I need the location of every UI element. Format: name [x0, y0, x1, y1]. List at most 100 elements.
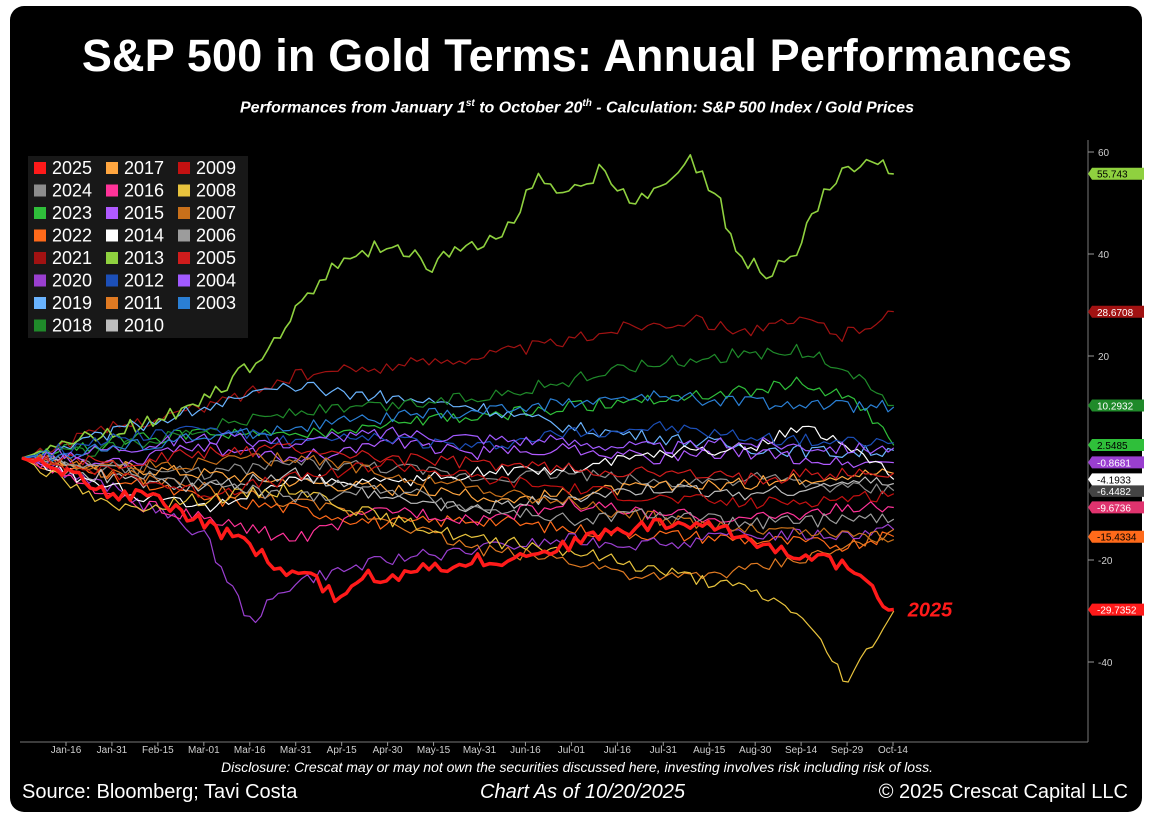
legend-swatch-2006	[178, 229, 190, 242]
legend-swatch-2005	[178, 252, 190, 264]
legend-swatch-2013	[106, 252, 118, 264]
series-line-2010	[21, 457, 894, 515]
legend-label-2019: 2019	[52, 293, 92, 313]
legend-label-2017: 2017	[124, 158, 164, 178]
series-line-2016	[21, 457, 894, 542]
series-line-2004	[21, 426, 895, 463]
legend-swatch-2004	[178, 274, 190, 287]
legend-label-2022: 2022	[52, 226, 92, 246]
end-label-box-2014	[1088, 473, 1144, 486]
x-tick-label-Apr-30: Apr-30	[373, 745, 403, 756]
x-tick-label-May-31: May-31	[463, 745, 497, 756]
x-tick-label-Oct-14: Oct-14	[878, 745, 908, 756]
x-tick-label-Jan-16: Jan-16	[51, 745, 82, 756]
series-line-2017	[21, 453, 894, 504]
y-tick-label--20: -20	[1098, 556, 1113, 567]
end-label-text-2015: -0.8681	[1097, 458, 1131, 469]
legend-swatch-2015	[106, 207, 118, 219]
y-tick-label-60: 60	[1098, 148, 1110, 159]
legend-swatch-2017	[106, 162, 118, 174]
end-label-box-2022	[1088, 530, 1144, 543]
x-tick-label-Jan-31: Jan-31	[97, 745, 128, 756]
end-label-text-2021: 28.6708	[1097, 308, 1134, 319]
legend-label-2007: 2007	[196, 203, 236, 223]
legend-swatch-2022	[34, 229, 46, 242]
end-label-text-2018: 10.2932	[1097, 402, 1134, 413]
end-label-text-2025: -29.7352	[1097, 606, 1137, 617]
end-label-box-2013	[1088, 167, 1144, 180]
series-line-2022	[21, 457, 895, 552]
series-lines	[21, 154, 895, 683]
series-line-2020	[21, 457, 895, 624]
x-tick-label-Feb-15: Feb-15	[142, 745, 174, 756]
legend-label-2008: 2008	[196, 181, 236, 201]
end-label-box-2024	[1088, 484, 1144, 497]
end-label-text-2016: -9.6736	[1097, 503, 1131, 514]
x-tick-label-Apr-15: Apr-15	[327, 745, 357, 756]
series-line-2008	[21, 457, 895, 683]
series-line-2005	[21, 442, 895, 485]
x-tick-label-Mar-16: Mar-16	[234, 745, 266, 756]
end-label-box-2016	[1088, 501, 1144, 514]
legend-background	[28, 156, 248, 338]
chart-frame	[10, 6, 1142, 812]
disclosure-text: Disclosure: Crescat may or may not own t…	[221, 759, 933, 775]
legend: 2025202420232022202120202019201820172016…	[28, 156, 248, 338]
legend-label-2024: 2024	[52, 181, 92, 201]
legend-label-2025: 2025	[52, 158, 92, 178]
legend-label-2023: 2023	[52, 203, 92, 223]
series-line-2014	[21, 425, 895, 513]
legend-swatch-2024	[34, 184, 46, 197]
legend-label-2009: 2009	[196, 158, 236, 178]
end-label-text-2013: 55.743	[1097, 170, 1128, 181]
legend-label-2003: 2003	[196, 293, 236, 313]
x-tick-label-Sep-29: Sep-29	[831, 745, 864, 756]
end-label-text-2014: -4.1933	[1097, 475, 1131, 486]
legend-label-2014: 2014	[124, 226, 164, 246]
end-label-box-2015	[1088, 456, 1144, 469]
legend-swatch-2020	[34, 274, 46, 287]
legend-swatch-2021	[34, 252, 46, 264]
subtitle-part-a: Performances from January 1	[240, 99, 466, 117]
legend-label-2015: 2015	[124, 203, 164, 223]
series-line-2024	[21, 454, 895, 495]
legend-label-2013: 2013	[124, 248, 164, 268]
legend-swatch-2008	[178, 184, 190, 197]
x-tick-label-Mar-01: Mar-01	[188, 745, 220, 756]
annotation-2025: 2025	[907, 599, 953, 621]
legend-swatch-2011	[106, 297, 118, 309]
legend-label-2021: 2021	[52, 248, 92, 268]
series-line-2018	[21, 343, 894, 459]
series-line-2009	[21, 455, 895, 509]
series-line-2006	[21, 456, 895, 530]
subtitle-part-b: to October 20	[474, 99, 583, 117]
legend-swatch-2012	[106, 274, 118, 287]
series-line-2013	[21, 154, 894, 459]
series-line-2003	[21, 390, 895, 462]
chart-title: S&P 500 in Gold Terms: Annual Performanc…	[81, 30, 1073, 81]
chart-subtitle: Performances from January 1st to October…	[0, 98, 1154, 117]
legend-label-2004: 2004	[196, 271, 236, 291]
x-tick-label-May-15: May-15	[417, 745, 451, 756]
x-tick-label-Jun-16: Jun-16	[510, 745, 541, 756]
subtitle-sup-b: th	[582, 98, 592, 109]
legend-swatch-2025	[34, 162, 46, 174]
legend-label-2018: 2018	[52, 316, 92, 336]
copyright-text: © 2025 Crescat Capital LLC	[878, 781, 1128, 803]
legend-swatch-2019	[34, 297, 46, 309]
legend-label-2005: 2005	[196, 248, 236, 268]
end-label-box-2018	[1088, 399, 1144, 412]
source-text: Source: Bloomberg; Tavi Costa	[22, 781, 298, 803]
legend-label-2020: 2020	[52, 271, 92, 291]
series-line-2011	[21, 454, 895, 581]
series-line-2025	[21, 456, 894, 612]
end-value-labels: -29.7352 -6.4482 2.5485 -15.4334 28.6708 10.2…	[1088, 167, 1144, 617]
legend-label-2012: 2012	[124, 271, 164, 291]
legend-swatch-2023	[34, 207, 46, 219]
end-label-text-2024: -6.4482	[1097, 487, 1131, 498]
legend-label-2011: 2011	[124, 293, 163, 313]
end-label-text-2022: -15.4334	[1097, 533, 1137, 544]
subtitle-part-c: - Calculation: S&P 500 Index / Gold Pric…	[591, 99, 914, 117]
end-label-box-2021	[1088, 305, 1144, 318]
